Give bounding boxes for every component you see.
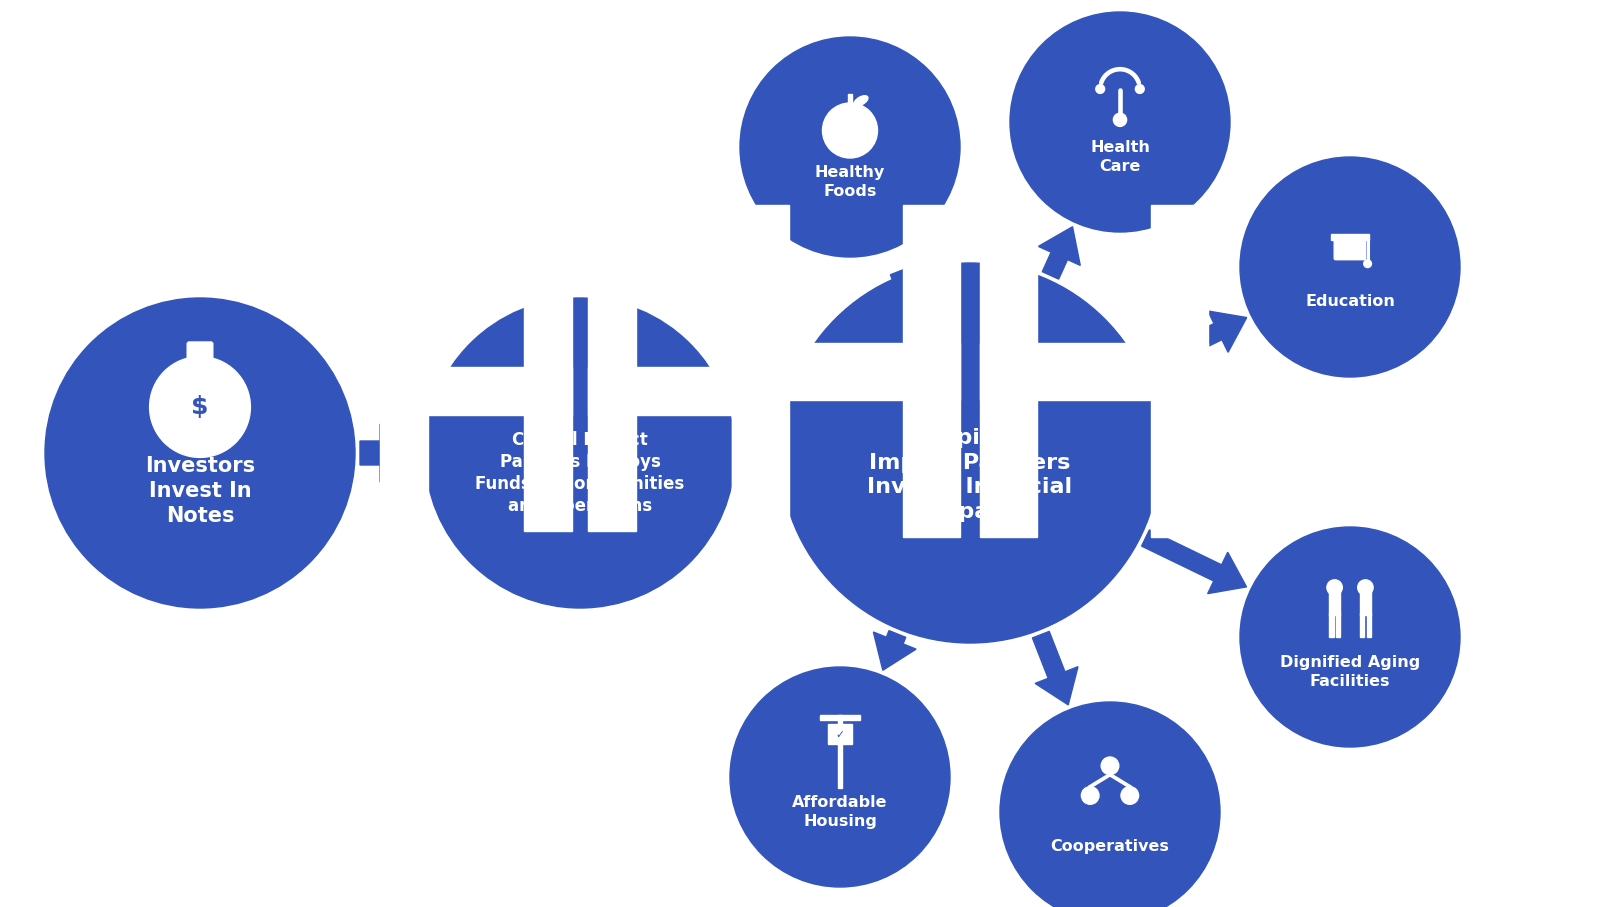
Circle shape — [1010, 12, 1230, 232]
Text: Investors
Invest In
Notes: Investors Invest In Notes — [146, 456, 254, 526]
FancyArrow shape — [1032, 631, 1078, 705]
Bar — [821, 716, 859, 720]
Bar — [1330, 613, 1333, 637]
Circle shape — [1082, 786, 1099, 805]
Bar — [827, 724, 853, 744]
Bar — [589, 251, 637, 531]
Bar — [1331, 234, 1370, 239]
Bar — [379, 367, 571, 415]
Circle shape — [1240, 157, 1459, 377]
FancyArrow shape — [1141, 530, 1246, 594]
Circle shape — [150, 356, 250, 457]
Circle shape — [1358, 580, 1373, 595]
Circle shape — [1240, 527, 1459, 747]
Bar — [379, 251, 427, 531]
Text: Capital
Impact Partners
Invests In Social
Impact: Capital Impact Partners Invests In Socia… — [867, 428, 1072, 522]
Text: $: $ — [192, 395, 208, 419]
FancyArrow shape — [882, 268, 925, 314]
Circle shape — [822, 103, 877, 158]
Text: Affordable
Housing: Affordable Housing — [792, 795, 888, 829]
Bar — [733, 343, 960, 399]
Text: Education: Education — [1306, 295, 1395, 309]
Bar — [1150, 205, 1208, 537]
Circle shape — [1326, 580, 1342, 595]
FancyArrow shape — [1038, 227, 1080, 279]
Circle shape — [1096, 84, 1104, 93]
Bar — [1366, 613, 1371, 637]
Circle shape — [1136, 84, 1144, 93]
FancyArrow shape — [874, 630, 917, 670]
Bar — [848, 94, 853, 105]
Bar — [1360, 590, 1371, 615]
FancyBboxPatch shape — [187, 342, 213, 367]
Text: Health
Care: Health Care — [1090, 141, 1150, 174]
Bar — [1336, 613, 1341, 637]
Circle shape — [730, 667, 950, 887]
Text: ✓: ✓ — [835, 730, 845, 740]
Circle shape — [739, 37, 960, 257]
Text: Healthy
Foods: Healthy Foods — [814, 165, 885, 199]
Bar — [979, 343, 1208, 399]
Bar — [589, 367, 781, 415]
Bar — [1330, 590, 1341, 615]
FancyBboxPatch shape — [1334, 239, 1366, 259]
Circle shape — [45, 298, 355, 608]
Circle shape — [1000, 702, 1221, 907]
FancyArrow shape — [694, 424, 739, 482]
Bar — [733, 205, 789, 537]
FancyArrow shape — [1141, 311, 1246, 375]
Circle shape — [426, 298, 734, 608]
Bar — [838, 716, 842, 724]
Text: Capital Impact
Partners Deploys
Funds to Communities
and Operations: Capital Impact Partners Deploys Funds to… — [475, 431, 685, 515]
Text: Dignified Aging
Facilities: Dignified Aging Facilities — [1280, 655, 1421, 688]
Circle shape — [1122, 786, 1139, 805]
Circle shape — [1363, 259, 1371, 268]
Circle shape — [1114, 113, 1126, 126]
Circle shape — [779, 263, 1160, 643]
FancyArrow shape — [360, 424, 419, 482]
Bar — [979, 205, 1037, 537]
Bar — [523, 251, 571, 531]
Circle shape — [1101, 757, 1118, 775]
Ellipse shape — [854, 96, 867, 106]
Text: Cooperatives: Cooperatives — [1051, 840, 1170, 854]
Bar — [838, 727, 842, 788]
Bar — [904, 205, 960, 537]
Bar — [733, 251, 781, 531]
Bar — [1360, 613, 1365, 637]
